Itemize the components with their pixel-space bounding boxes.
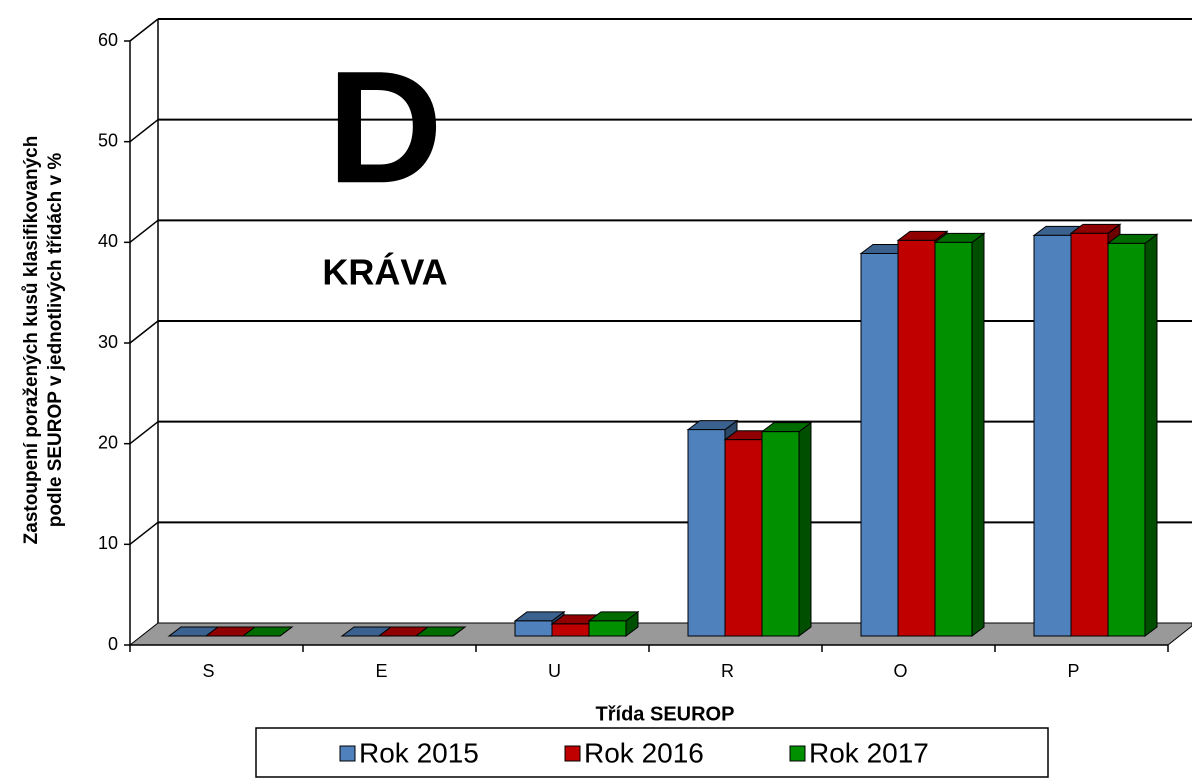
bar — [760, 421, 813, 637]
x-tick-label: E — [375, 661, 387, 681]
bar-side — [971, 232, 985, 637]
grid-line — [129, 219, 159, 243]
legend-label: Rok 2017 — [809, 737, 929, 768]
x-tick-label: P — [1067, 661, 1079, 681]
bar-side — [798, 421, 812, 637]
y-tick-label: 50 — [98, 130, 118, 150]
bar — [587, 610, 640, 637]
bar-front — [761, 431, 800, 637]
y-tick-label: 30 — [98, 332, 118, 352]
bar — [1106, 233, 1159, 637]
legend-swatch — [564, 745, 581, 762]
x-tick-label: O — [893, 661, 907, 681]
bar-side — [1144, 233, 1158, 637]
bar-front — [860, 252, 899, 637]
bar-front — [1070, 232, 1109, 637]
bar-front — [724, 439, 763, 637]
legend-label: Rok 2015 — [359, 737, 479, 768]
bar — [241, 626, 294, 637]
bar — [933, 232, 986, 637]
x-tick-label: S — [202, 661, 214, 681]
annotation: D — [327, 37, 443, 216]
legend-swatch — [339, 745, 356, 762]
bar-front — [897, 239, 936, 637]
bar-front — [588, 620, 627, 637]
y-tick-label: 20 — [98, 432, 118, 452]
y-axis-label-line: podle SEUROP v jednotlivých třídách v % — [45, 153, 66, 528]
bar-top — [241, 626, 294, 637]
y-tick-label: 0 — [108, 634, 118, 654]
floor — [128, 622, 1192, 646]
grid-line — [129, 421, 159, 445]
legend-label: Rok 2016 — [584, 737, 704, 768]
bar-front — [1033, 234, 1072, 637]
bar — [414, 626, 467, 637]
x-axis-label: Třída SEUROP — [596, 703, 735, 725]
bar-top — [414, 626, 467, 637]
bar-front — [1107, 242, 1146, 637]
bar-front — [551, 623, 590, 637]
y-tick-label: 10 — [98, 533, 118, 553]
x-tick-label: R — [721, 661, 734, 681]
grid-line — [129, 18, 159, 42]
y-axis-label: Zastoupení poražených kusů klasifikovaný… — [21, 136, 66, 545]
bar-front — [514, 620, 553, 637]
x-tick-label: U — [548, 661, 561, 681]
y-axis-label-line: Zastoupení poražených kusů klasifikovaný… — [21, 136, 42, 545]
legend-box — [255, 727, 1049, 778]
bar-front — [934, 241, 973, 637]
grid-line — [129, 119, 159, 143]
y-tick-label: 40 — [98, 231, 118, 251]
grid-line — [129, 521, 159, 545]
legend-swatch — [789, 745, 806, 762]
grid-line — [129, 320, 159, 344]
bar-front — [687, 429, 726, 637]
y-tick-label: 60 — [98, 30, 118, 50]
annotation: KRÁVA — [322, 252, 447, 293]
